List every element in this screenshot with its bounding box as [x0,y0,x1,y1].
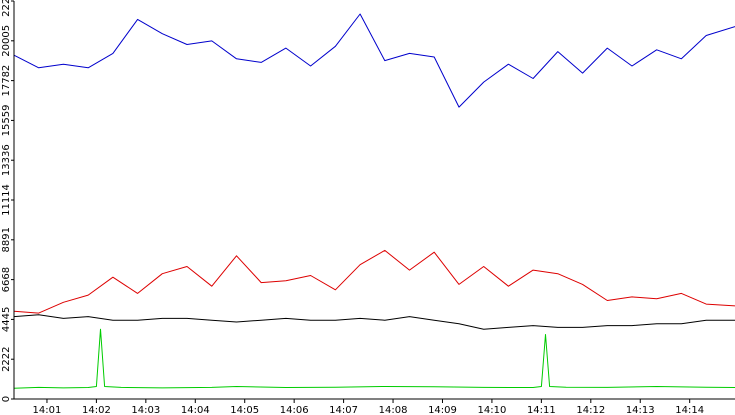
y-tick-label: 17782 [1,65,12,97]
x-tick-label: 14:13 [626,405,655,415]
x-tick-label: 14:01 [33,405,62,415]
y-tick-label: 11114 [1,184,12,216]
y-tick-label: 6668 [1,267,12,292]
x-tick-label: 14:06 [280,405,309,415]
x-tick-label: 14:05 [230,405,259,415]
y-tick-label: 20005 [1,25,12,57]
series-layer [13,13,735,389]
x-tick-label: 14:08 [379,405,408,415]
x-tick-label: 14:02 [82,405,111,415]
x-tick-label: 14:11 [527,405,556,415]
series-line-2 [13,249,735,314]
x-tick-label: 14:04 [181,405,210,415]
series-line-1 [13,13,735,108]
x-tick-label: 14:14 [675,405,704,415]
y-tick-label: 8891 [1,227,12,252]
y-tick-label: 22228 [1,0,12,17]
y-tick-label: 2222 [1,346,12,371]
y-tick-label: 13336 [1,144,12,176]
y-tick-label: 4445 [1,307,12,332]
x-tick-label: 14:10 [478,405,507,415]
y-tick-label: 0 [1,396,12,402]
y-axis: 0 2222 4445 6668 8891 11114 13336 15559 17782 200… [1,0,15,402]
x-tick-label: 14:03 [131,405,160,415]
x-tick-label: 14:09 [428,405,457,415]
series-line-3 [13,314,735,330]
x-tick-label: 14:07 [329,405,358,415]
series-line-4 [13,328,735,389]
x-axis: 14:01 14:02 14:03 14:04 14:05 14:06 14:07 14:08… [14,398,735,415]
x-tick-label: 14:12 [576,405,605,415]
y-tick-label: 15559 [1,105,12,137]
